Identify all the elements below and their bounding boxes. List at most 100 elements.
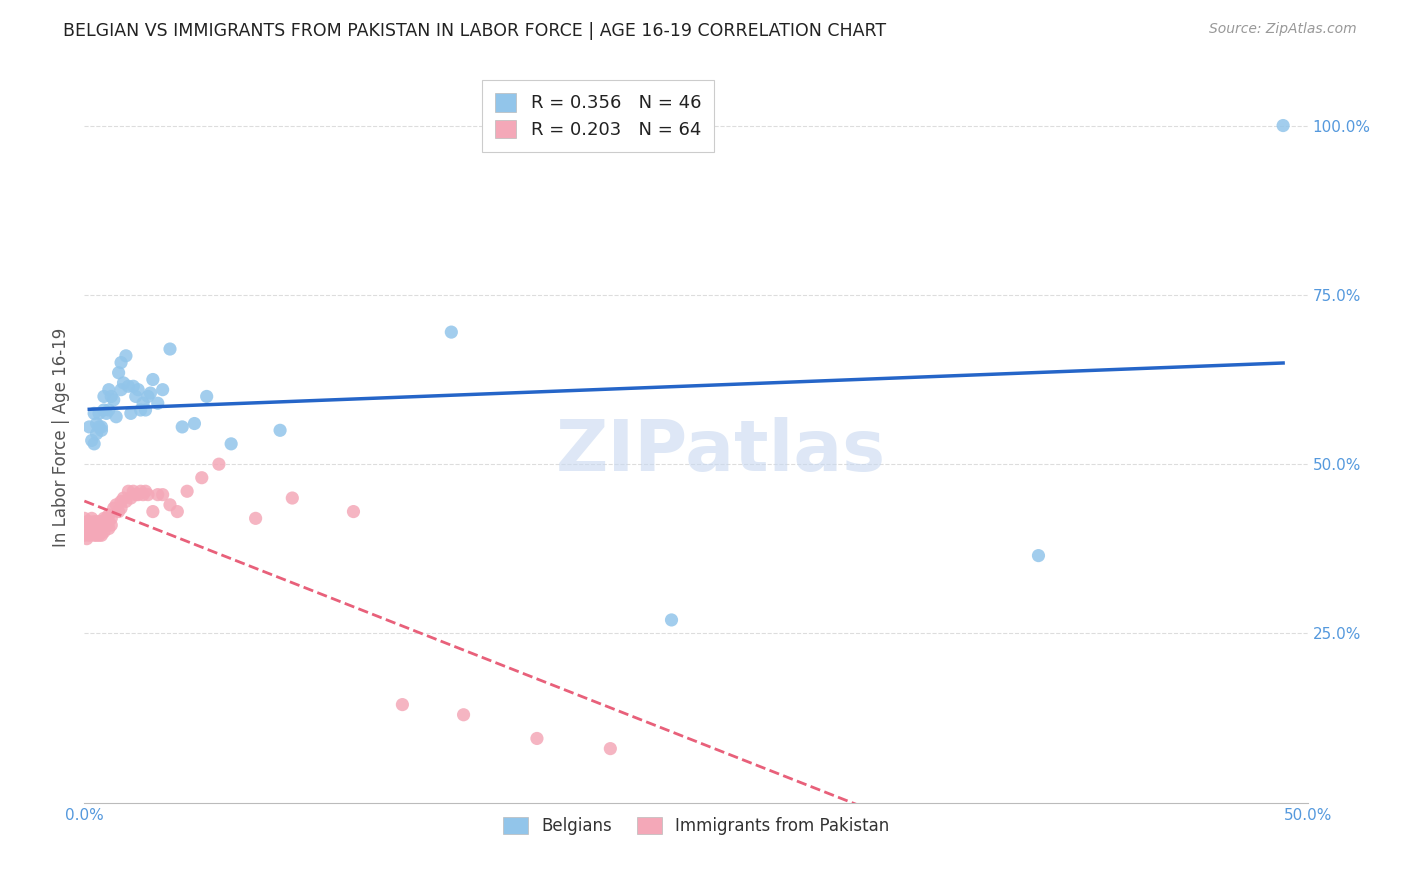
Point <box>105 498 128 512</box>
Point <box>281 491 304 505</box>
Point <box>159 498 181 512</box>
Point <box>80 434 103 448</box>
Point <box>87 521 110 535</box>
Point <box>117 484 139 499</box>
Point <box>195 389 218 403</box>
Point <box>86 521 108 535</box>
Point <box>76 532 98 546</box>
Point <box>96 511 118 525</box>
Point <box>83 437 105 451</box>
Point <box>110 494 132 508</box>
Point <box>166 505 188 519</box>
Point <box>100 518 122 533</box>
Point <box>146 396 169 410</box>
Point <box>125 389 148 403</box>
Point <box>93 524 115 539</box>
Point <box>599 741 621 756</box>
Point <box>90 521 112 535</box>
Point <box>132 396 155 410</box>
Point <box>83 528 105 542</box>
Point <box>1272 119 1295 133</box>
Point <box>245 511 267 525</box>
Point <box>219 437 242 451</box>
Point <box>87 420 110 434</box>
Point <box>96 518 118 533</box>
Point <box>97 403 120 417</box>
Point <box>77 528 100 542</box>
Point <box>159 342 181 356</box>
Point <box>76 524 98 539</box>
Point <box>86 417 108 431</box>
Point <box>105 409 128 424</box>
Point <box>129 484 152 499</box>
Point <box>391 698 413 712</box>
Point <box>142 505 165 519</box>
Point <box>83 519 105 533</box>
Point <box>77 515 100 529</box>
Point <box>139 386 162 401</box>
Point <box>208 457 231 471</box>
Text: Source: ZipAtlas.com: Source: ZipAtlas.com <box>1209 22 1357 37</box>
Point <box>117 379 139 393</box>
Point <box>110 355 132 369</box>
Point <box>80 511 103 525</box>
Point <box>100 511 122 525</box>
Point <box>93 518 115 533</box>
Point <box>90 420 112 434</box>
Point <box>115 349 138 363</box>
Point <box>135 403 157 417</box>
Point <box>77 521 100 535</box>
Point <box>83 406 105 420</box>
Point <box>103 501 125 516</box>
Point <box>86 426 108 441</box>
Point <box>183 417 205 431</box>
Point <box>132 488 155 502</box>
Point <box>112 376 135 390</box>
Point <box>120 491 142 505</box>
Point <box>97 383 120 397</box>
Text: BELGIAN VS IMMIGRANTS FROM PAKISTAN IN LABOR FORCE | AGE 16-19 CORRELATION CHART: BELGIAN VS IMMIGRANTS FROM PAKISTAN IN L… <box>63 22 886 40</box>
Point <box>93 389 115 403</box>
Point <box>136 488 159 502</box>
Point <box>96 406 118 420</box>
Point <box>440 325 463 339</box>
Point <box>87 515 110 529</box>
Point <box>191 471 214 485</box>
Legend: Belgians, Immigrants from Pakistan: Belgians, Immigrants from Pakistan <box>496 811 896 842</box>
Point <box>80 518 103 533</box>
Point <box>86 528 108 542</box>
Point <box>176 484 198 499</box>
Point <box>152 383 174 397</box>
Point <box>87 528 110 542</box>
Point <box>122 484 145 499</box>
Point <box>97 515 120 529</box>
Point <box>127 383 149 397</box>
Y-axis label: In Labor Force | Age 16-19: In Labor Force | Age 16-19 <box>52 327 70 547</box>
Point <box>93 403 115 417</box>
Point <box>107 505 129 519</box>
Point <box>125 488 148 502</box>
Point <box>1028 549 1050 563</box>
Point <box>76 515 98 529</box>
Point <box>142 372 165 386</box>
Point <box>122 379 145 393</box>
Point <box>112 491 135 505</box>
Point <box>93 511 115 525</box>
Point <box>129 403 152 417</box>
Point <box>146 488 169 502</box>
Point <box>97 508 120 522</box>
Point <box>172 420 194 434</box>
Point <box>86 515 108 529</box>
Point <box>526 731 548 746</box>
Point <box>661 613 683 627</box>
Point <box>90 528 112 542</box>
Point <box>269 423 291 437</box>
Point <box>136 389 159 403</box>
Point <box>80 524 103 539</box>
Point <box>97 521 120 535</box>
Point <box>90 515 112 529</box>
Point <box>90 423 112 437</box>
Point <box>73 528 96 542</box>
Point <box>342 505 364 519</box>
Point <box>100 389 122 403</box>
